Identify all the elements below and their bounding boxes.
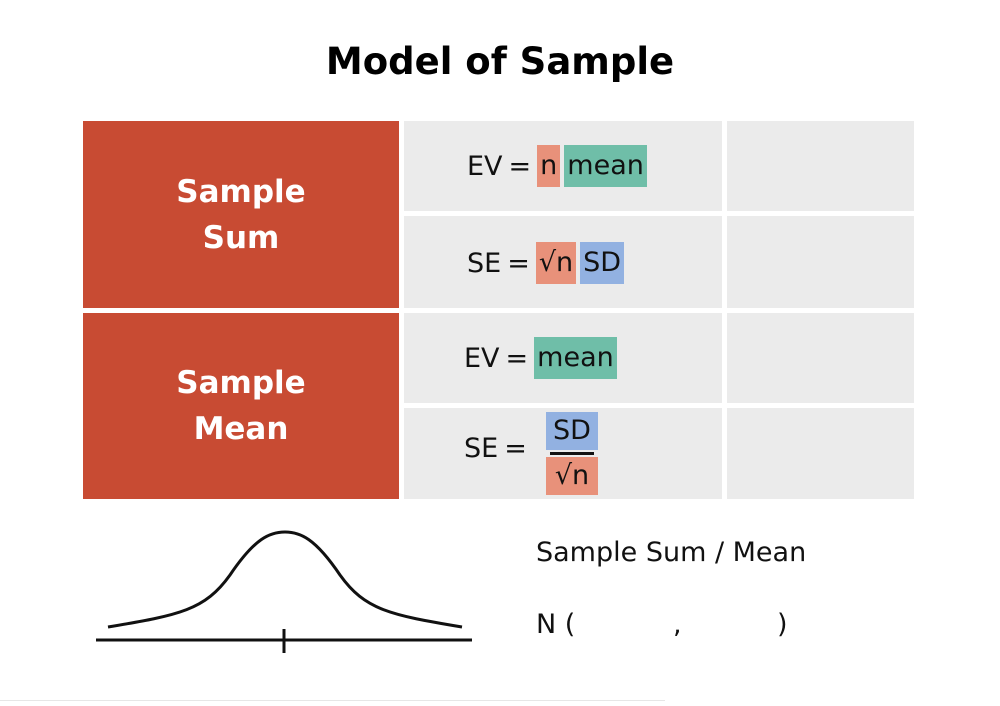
sample-sum-label: Sample Sum: [83, 121, 399, 308]
fraction-bar: [550, 452, 594, 455]
footer-divider: [0, 700, 665, 701]
sum-ev-blank-cell: [727, 121, 914, 211]
sample-mean-label: Sample Mean: [83, 313, 399, 499]
equals-sign: =: [507, 247, 530, 279]
sample-sum-label-line2: Sum: [202, 219, 280, 256]
bell-curve: [107, 530, 463, 629]
sum-se-formula: SE = √n SD: [467, 242, 628, 284]
se-lhs: SE: [467, 247, 502, 279]
sample-mean-label-line2: Mean: [193, 411, 289, 447]
normal-notation-comma: ,: [673, 609, 682, 640]
se-lhs: SE: [464, 433, 499, 464]
mean-term: mean: [534, 337, 617, 379]
sum-ev-formula: EV = n mean: [467, 145, 651, 187]
sqrt-n-term: √n: [535, 242, 577, 284]
sum-se-blank-cell: [727, 216, 914, 308]
mean-se-formula: SE =: [464, 433, 533, 464]
fraction-denominator: √n: [546, 457, 598, 495]
fraction-numerator: SD: [546, 412, 598, 450]
equals-sign: =: [508, 150, 532, 182]
sum-ev-cell: [404, 121, 722, 211]
normal-notation-open: N (: [536, 609, 576, 640]
mean-se-blank-cell: [727, 408, 914, 499]
sample-sum-label-line1: Sample: [176, 173, 306, 210]
diagram-title: Model of Sample: [325, 40, 675, 83]
mean-ev-blank-cell: [727, 313, 914, 403]
mean-term: mean: [564, 145, 647, 187]
mean-ev-formula: EV = mean: [464, 337, 621, 379]
distribution-caption: Sample Sum / Mean: [536, 537, 807, 568]
normal-curve-illustration: [96, 530, 472, 653]
n-term: n: [537, 145, 561, 187]
sd-term: SD: [580, 242, 625, 284]
sd-over-sqrt-n-fraction: SD √n: [546, 412, 598, 495]
equals-sign: =: [505, 342, 529, 374]
ev-lhs: EV: [464, 342, 500, 374]
equals-sign: =: [504, 433, 527, 464]
sample-mean-label-line1: Sample: [176, 365, 306, 401]
normal-notation-close: ): [777, 609, 788, 640]
ev-lhs: EV: [467, 150, 503, 182]
